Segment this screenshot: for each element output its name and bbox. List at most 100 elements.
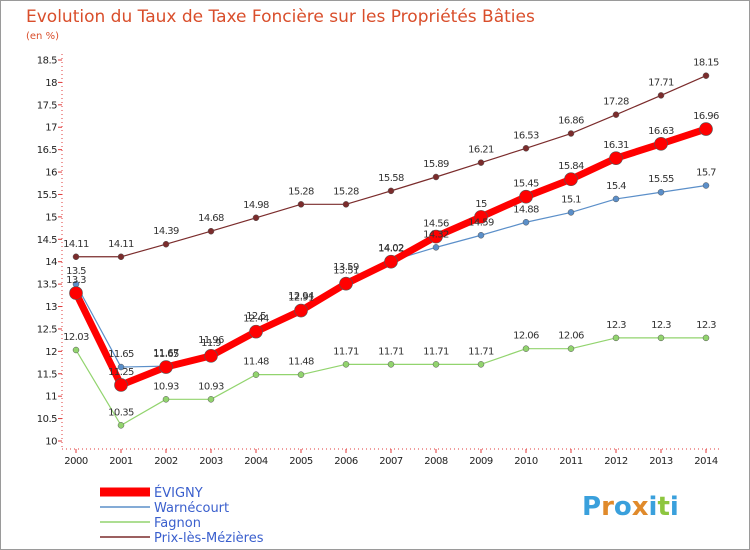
data-point [519, 189, 533, 204]
data-label: 14.02 [378, 243, 404, 254]
x-tick-label: 2006 [334, 456, 358, 467]
logo-letter: i [670, 492, 679, 522]
data-label: 14.39 [153, 226, 179, 237]
data-label: 15.1 [561, 194, 581, 205]
y-tick-label: 10.5 [37, 414, 57, 425]
series-warn-court [72, 182, 710, 371]
data-point [162, 240, 170, 248]
data-point [702, 182, 710, 189]
data-label: 13.3 [66, 275, 86, 286]
logo-letter: r [601, 492, 614, 522]
data-label: 10.93 [153, 381, 179, 392]
data-label: 14.56 [423, 219, 449, 230]
y-tick-label: 13 [45, 302, 57, 313]
y-tick-label: 15.5 [37, 190, 57, 201]
data-label: 11.71 [333, 346, 359, 357]
data-point [207, 227, 215, 235]
data-point [477, 159, 485, 166]
y-tick-label: 18.5 [37, 56, 57, 67]
data-label: 11.71 [378, 346, 404, 357]
data-point [522, 345, 530, 352]
y-tick-label: 11 [45, 392, 57, 403]
chart-subtitle: (en %) [26, 31, 59, 42]
y-tick-label: 12 [45, 347, 57, 358]
data-label: 11.9 [201, 338, 221, 349]
data-label: 16.31 [603, 140, 629, 151]
y-tick-label: 14.5 [37, 235, 57, 246]
data-point [297, 201, 305, 208]
data-label: 15.58 [378, 173, 404, 184]
y-tick-label: 16.5 [37, 145, 57, 156]
data-label: 11.25 [108, 367, 134, 378]
x-tick-label: 2013 [649, 456, 673, 467]
data-label: 15.4 [606, 181, 626, 192]
data-point [72, 253, 80, 261]
data-point [477, 232, 485, 239]
data-label: 11.67 [153, 348, 179, 359]
data-label: 12.91 [288, 293, 314, 304]
x-tick-label: 2001 [109, 456, 133, 467]
data-point [432, 173, 440, 181]
y-tick-label: 11.5 [37, 369, 57, 380]
data-label: 15.7 [696, 168, 716, 179]
data-point [114, 378, 128, 392]
data-point [207, 396, 215, 403]
logo-letter: x [632, 492, 649, 522]
data-label: 12.44 [243, 314, 269, 325]
data-point [69, 286, 83, 300]
data-point [702, 334, 710, 342]
data-point [657, 188, 665, 196]
data-label: 14.98 [243, 200, 269, 211]
data-label: 16.21 [468, 145, 494, 156]
data-label: 16.63 [648, 126, 674, 137]
data-label: 10.93 [198, 381, 224, 392]
data-point [432, 361, 440, 368]
y-tick-label: 10 [45, 437, 57, 448]
data-label: 14.11 [108, 239, 134, 250]
x-tick-label: 2000 [64, 456, 88, 467]
data-label: 15.89 [423, 159, 449, 170]
x-tick-label: 2007 [379, 456, 403, 467]
data-point [432, 244, 440, 251]
x-tick-label: 2011 [559, 456, 583, 467]
data-point [522, 219, 530, 226]
legend-label: ÉVIGNY [154, 485, 203, 501]
data-point [387, 187, 395, 195]
data-point [612, 195, 620, 203]
data-point [699, 122, 713, 136]
legend-item: ÉVIGNY [100, 485, 203, 501]
data-label: 13.59 [333, 262, 359, 273]
logo-letter: P [582, 492, 601, 522]
data-label: 14.88 [513, 204, 539, 215]
data-point [429, 229, 443, 244]
data-labels: 14.11 14.11 14.39 14.68 14.98 15.28 15.28 15.58… [63, 58, 719, 419]
data-point [702, 72, 710, 79]
data-point [612, 334, 620, 342]
y-tick-label: 17 [45, 123, 57, 134]
data-label: 11.96 [198, 335, 224, 346]
data-label: 11.71 [423, 346, 449, 357]
data-label: 15.45 [513, 179, 539, 190]
x-tick-label: 2009 [469, 456, 493, 467]
axes: 10 10.5 11 11.5 12 12.5 13 13.5 14 14.5 15 15.5 16 16… [37, 54, 720, 467]
y-tick-label: 12.5 [37, 324, 57, 335]
data-label: 11.65 [153, 349, 179, 360]
data-point [117, 253, 125, 261]
data-label: 15.28 [288, 186, 314, 197]
data-label: 16.96 [693, 111, 719, 122]
data-point [159, 360, 173, 374]
data-label: 14.59 [468, 217, 494, 228]
x-tick-label: 2004 [244, 456, 268, 467]
data-point [657, 334, 665, 342]
x-tick-label: 2003 [199, 456, 223, 467]
legend-item: Warnécourt [100, 501, 229, 516]
data-label: 16.86 [558, 116, 584, 127]
data-label: 14.32 [423, 229, 449, 240]
data-point [342, 201, 350, 208]
data-label: 12.06 [513, 331, 539, 342]
data-label: 15.84 [558, 161, 584, 172]
data-label: 14.68 [198, 213, 224, 224]
y-tick-label: 13.5 [37, 280, 57, 291]
